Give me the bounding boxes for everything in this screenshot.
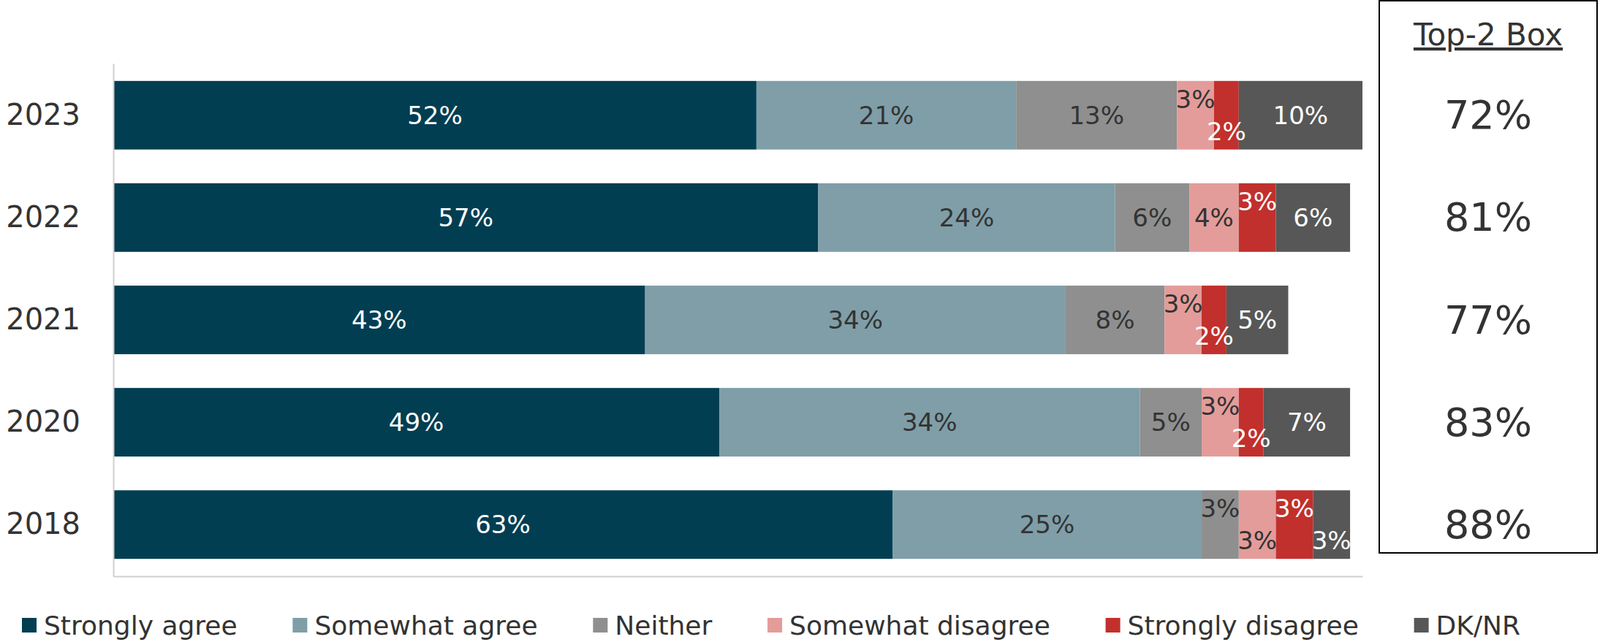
tick: 2022 [5,200,81,234]
legend-label: DK/NR [1436,611,1521,642]
bar-segment [1015,81,1177,150]
legend-label: Somewhat disagree [789,611,1051,642]
bar-segment [113,490,893,560]
legend-label: Neither [614,611,712,642]
data-label: 3% [1274,494,1315,524]
tick: 2020 [5,404,81,439]
data-label: 24% [939,203,995,233]
data-label: 6% [1132,203,1172,233]
box-value: 88% [1444,502,1533,549]
data-label: 4% [1194,203,1234,233]
legend-swatch [1105,618,1121,633]
data-label: 63% [475,510,531,540]
legend-item: Somewhat disagree [767,611,1051,642]
bar-segment [1263,388,1351,457]
box-value: 77% [1444,297,1533,344]
bar-segment [1238,81,1363,150]
chart: 52%21%13%3%2%10%57%24%6%4%3%6%43%34%8%3%… [0,0,1600,642]
data-label: 5% [1151,407,1191,438]
bars [113,81,1363,560]
data-label: 10% [1273,100,1329,131]
data-label: 5% [1237,305,1277,335]
data-label: 49% [388,407,445,438]
bar-segment [1115,183,1190,253]
legend-item: Neither [592,611,712,642]
legend-swatch [1414,618,1429,633]
bar-segment [1276,183,1351,253]
legend-swatch [21,618,37,633]
data-label: 3% [1176,84,1216,115]
bar-segment [817,183,1115,253]
tick-label: 2020 [5,404,81,439]
legend: Strongly agree Somewhat agree Neither Somew… [21,611,1521,642]
tick-label: 2022 [5,200,81,234]
legend-swatch [767,618,783,633]
axis-line [114,576,1364,579]
legend-item: DK/NR [1414,611,1521,642]
tick: 2018 [5,507,81,541]
bar-segment [1065,285,1165,355]
data-label: 3% [1237,526,1277,556]
data-label: 3% [1312,526,1352,556]
data-label: 34% [827,305,883,335]
data-label: 3% [1200,494,1240,524]
data-label: 25% [1019,510,1076,540]
bar-segment [719,388,1140,457]
legend-item: Somewhat agree [292,611,538,642]
legend-label: Somewhat agree [314,611,538,642]
bar-segment [113,388,720,457]
data-label: 13% [1068,100,1125,131]
axis-line [113,64,115,578]
data-label: 3% [1237,187,1277,217]
legend-swatch [292,618,307,633]
y-axis: 2023 2022 2021 2020 2018 [5,64,114,578]
tick-label: 2021 [5,302,81,337]
data-label: 43% [351,305,408,335]
data-label: 34% [901,407,958,438]
data-label: 21% [858,100,915,131]
bar-segment [892,490,1202,560]
data-label: 52% [407,100,463,131]
bar-segment [1139,388,1202,457]
data-label: 2% [1206,116,1247,147]
legend-item: Strongly disagree [1105,611,1359,642]
data-label: 3% [1200,391,1240,422]
box-frame [1379,0,1598,554]
bar-segment [113,183,818,253]
tick: 2023 [5,97,81,132]
top-2-box: Top-2 Box 72% 81% 77% 83% 88% [1379,0,1598,554]
box-value: 83% [1444,399,1533,446]
data-label: 8% [1095,305,1136,335]
bar-segment [756,81,1016,150]
tick: 2021 [5,302,81,337]
data-label: 2% [1231,423,1272,454]
data-label: 6% [1293,203,1333,233]
x-axis [114,576,1364,578]
bar-segment [113,81,757,150]
tick-label: 2018 [5,507,81,541]
box-title: Top-2 Box [1412,16,1563,53]
legend-swatch [592,618,608,633]
legend-item: Strongly agree [21,611,238,642]
data-label: 7% [1287,407,1327,438]
data-label: 3% [1163,289,1204,319]
bar-segment [1189,183,1239,253]
data-label: 57% [437,203,494,233]
bar-segment [113,285,646,355]
legend-label: Strongly disagree [1127,611,1359,642]
data-label: 2% [1194,321,1234,351]
bar-segment [645,285,1066,355]
legend-label: Strongly agree [43,611,238,642]
data-labels: 52%21%13%3%2%10%57%24%6%4%3%6%43%34%8%3%… [351,84,1352,556]
box-value: 72% [1444,92,1533,139]
tick-label: 2023 [5,97,81,132]
box-value: 81% [1444,194,1533,241]
bar-segment [1226,285,1289,355]
